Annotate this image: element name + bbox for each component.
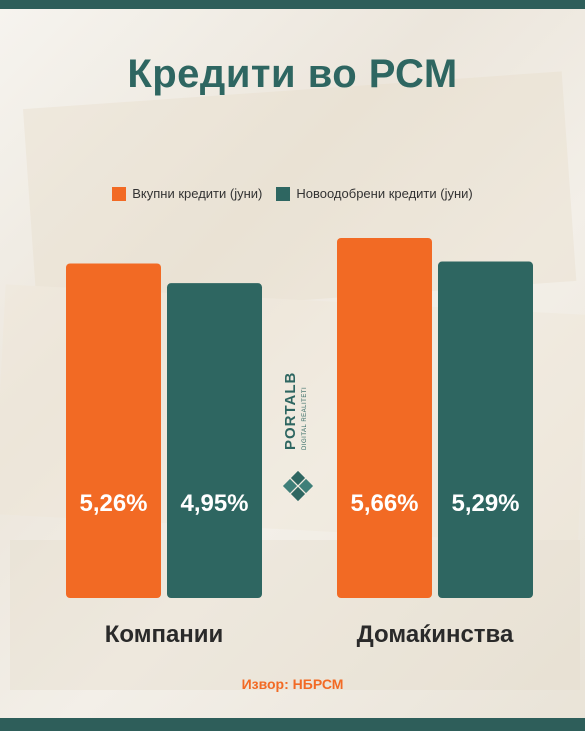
legend-item-new: Новоодобрени кредити (јуни) [276, 186, 473, 201]
logo-tagline: DIGITAL REALITETI [302, 386, 308, 450]
bar-new-0 [167, 283, 262, 598]
legend-swatch-new [276, 186, 291, 201]
category-label-1: Домаќинства [357, 621, 514, 648]
legend-label-total: Вкупни кредити (јуни) [132, 186, 263, 201]
category-label-0: Компании [105, 621, 224, 648]
legend-item-total: Вкупни кредити (јуни) [112, 186, 262, 201]
page-title: Кредити во РСМ [127, 52, 458, 96]
source-note: Извор: НБРСМ [241, 676, 344, 692]
top-frame-bar [0, 0, 585, 9]
bar-total-0 [66, 263, 161, 598]
value-label-total-0: 5,26% [79, 490, 147, 517]
bar-new-1 [438, 261, 533, 598]
bar-total-1 [337, 238, 432, 598]
value-label-new-1: 5,29% [451, 490, 519, 517]
chart-legend: Вкупни кредити (јуни) Новоодобрени креди… [0, 186, 585, 201]
legend-label-new: Новоодобрени кредити (јуни) [296, 186, 473, 201]
legend-swatch-total [112, 186, 127, 201]
logo-wordmark: PORTALB [282, 371, 299, 450]
value-label-new-0: 4,95% [180, 490, 248, 517]
value-label-total-1: 5,66% [350, 490, 418, 517]
portalb-logo-icon [282, 470, 314, 502]
bottom-frame-bar [0, 718, 585, 731]
